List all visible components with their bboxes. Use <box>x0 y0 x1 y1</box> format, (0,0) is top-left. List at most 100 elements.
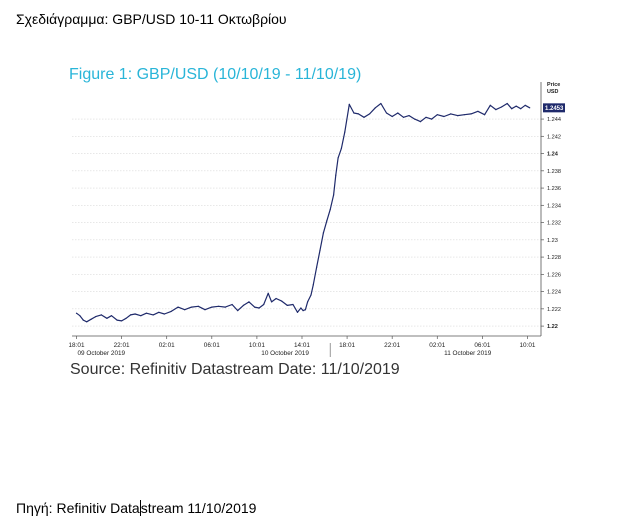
data-point <box>237 310 239 312</box>
y-tick-label: 1.22 <box>547 324 558 330</box>
x-tick-label: 10:01 <box>249 342 265 349</box>
x-tick-label: 22:01 <box>384 342 400 349</box>
data-point <box>300 307 302 309</box>
data-point <box>292 303 294 306</box>
data-point <box>425 116 427 118</box>
y-tick-label: 1.238 <box>547 169 561 175</box>
document-source-line[interactable]: Πηγή: Refinitiv Datastream 11/10/2019 <box>16 499 256 517</box>
data-point <box>348 103 350 105</box>
y-tick-label: 1.226 <box>547 272 561 278</box>
data-point <box>335 174 337 176</box>
x-tick-label: 06:01 <box>204 342 220 349</box>
data-point <box>125 317 127 319</box>
data-point <box>312 284 314 286</box>
data-point <box>319 249 321 251</box>
data-point <box>224 306 226 308</box>
data-point <box>254 306 256 308</box>
data-point <box>326 220 328 222</box>
y-tick-label: 1.234 <box>547 203 561 209</box>
data-point <box>211 306 213 308</box>
data-point <box>275 297 277 300</box>
data-point <box>322 232 324 234</box>
data-point <box>79 315 81 317</box>
x-date-label: 09 October 2019 <box>78 350 126 357</box>
y-tick-label: 1.228 <box>547 255 561 261</box>
data-point <box>197 305 199 307</box>
y-tick-label: 1.24 <box>547 152 559 158</box>
data-point <box>402 116 405 118</box>
text-cursor <box>139 500 141 516</box>
data-point <box>267 292 269 294</box>
data-point <box>470 113 472 115</box>
data-point <box>337 157 339 159</box>
data-point <box>82 319 84 321</box>
data-point <box>310 294 312 296</box>
x-tick-label: 14:01 <box>294 342 310 349</box>
data-point <box>152 314 154 316</box>
data-point <box>489 104 491 106</box>
data-point <box>431 118 433 120</box>
data-point <box>145 312 147 314</box>
data-point <box>316 266 318 268</box>
data-point <box>450 113 452 115</box>
data-point <box>414 118 416 120</box>
data-point <box>529 107 531 109</box>
y-tick-label: 1.236 <box>547 186 561 192</box>
data-point <box>140 315 142 317</box>
data-point <box>495 109 497 111</box>
data-point <box>363 116 365 118</box>
document-heading: Σχεδιάγραμμα: GBP/USD 10-11 Οκτωβρίου <box>16 11 287 27</box>
data-point <box>515 105 517 107</box>
y-tick-label: 1.222 <box>547 307 561 313</box>
data-point <box>457 115 459 117</box>
y-tick-label: 1.224 <box>547 290 561 296</box>
data-point <box>90 318 92 320</box>
data-point <box>391 115 393 118</box>
data-point <box>524 104 526 106</box>
data-point <box>329 209 331 211</box>
data-point <box>296 311 299 313</box>
data-point <box>419 121 421 123</box>
data-point <box>158 311 160 313</box>
y-tick-label: 1.242 <box>547 134 561 140</box>
data-point <box>121 320 123 322</box>
data-point <box>380 102 382 105</box>
data-point <box>281 300 283 302</box>
last-value-badge <box>543 103 565 113</box>
data-point <box>258 307 260 309</box>
data-point <box>248 301 250 303</box>
y-tick-label: 1.244 <box>547 117 561 123</box>
data-point <box>374 107 376 109</box>
data-point <box>436 114 438 116</box>
data-point <box>100 314 102 316</box>
data-point <box>369 113 371 115</box>
data-point <box>357 113 359 115</box>
data-point <box>110 315 113 317</box>
data-point <box>477 110 479 112</box>
data-point <box>484 114 486 116</box>
data-point <box>170 310 172 312</box>
x-tick-label: 06:01 <box>474 342 490 349</box>
data-point <box>75 312 78 314</box>
x-tick-label: 22:01 <box>114 342 130 349</box>
x-tick-label: 02:01 <box>159 342 175 349</box>
data-point <box>184 309 186 311</box>
data-point <box>106 317 108 319</box>
data-point <box>307 301 309 303</box>
data-point <box>500 106 503 108</box>
data-point <box>443 115 445 118</box>
data-point <box>190 306 193 308</box>
data-point <box>116 319 118 321</box>
y-tick-label: 1.232 <box>547 221 561 227</box>
data-point <box>263 303 265 306</box>
data-point <box>163 313 165 315</box>
data-point <box>86 321 88 323</box>
source-text-suffix: stream 11/10/2019 <box>140 500 257 516</box>
data-point <box>333 194 335 196</box>
data-point <box>344 131 346 133</box>
y-tick-label: 1.23 <box>547 238 558 244</box>
x-tick-label: 02:01 <box>429 342 445 349</box>
data-point <box>397 112 399 114</box>
